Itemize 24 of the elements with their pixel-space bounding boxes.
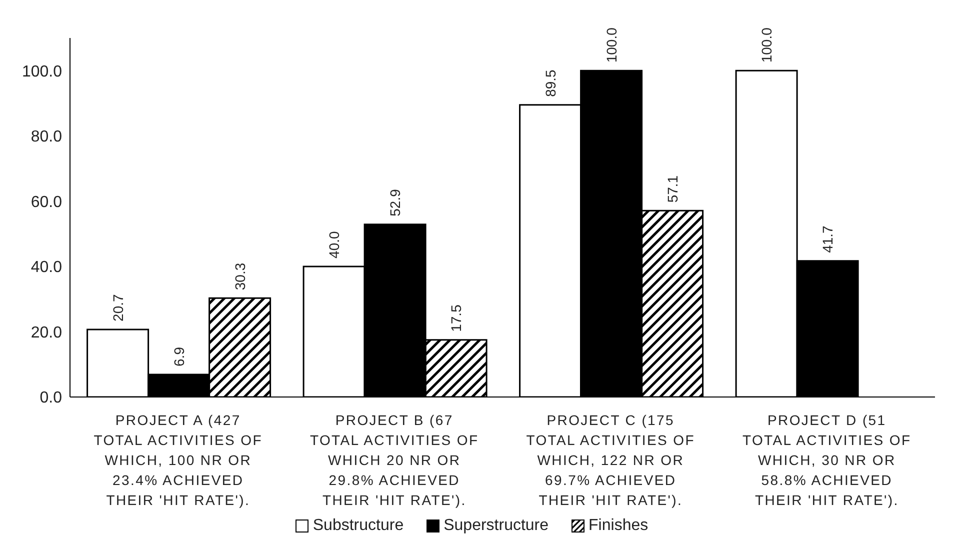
y-tick-label: 40.0 [30,259,62,276]
x-tick-label: PROJECT C (175 TOTAL ACTIVITIES OF WHICH, 122 NR OR 69.7% ACHIEVED THEIR 'HIT RATE'). [526,412,696,508]
data-label: 20.7 [110,294,126,322]
y-tick-label: 0.0 [40,390,62,407]
x-tick-label: PROJECT B (67 TOTAL ACTIVITIES OF WHICH 20 NR OR 29.8% ACHIEVED THEIR 'HIT RATE'). [310,412,479,508]
data-label: 6.9 [170,346,187,366]
data-label: 89.5 [542,69,558,97]
data-label: 100.0 [758,27,775,63]
legend-label: Substructure [312,517,404,535]
data-label: 57.1 [664,175,680,203]
data-label: 17.5 [448,304,464,332]
data-label: 41.7 [820,225,836,253]
y-tick-label: 80.0 [30,128,62,146]
legend-label: Finishes [588,517,648,535]
data-label: 30.3 [232,262,248,290]
x-tick-label: PROJECT D (51 TOTAL ACTIVITIES OF WHICH, 30 NR OR 58.8% ACHIEVED THEIR 'HIT RATE'). [742,412,912,508]
legend-label: Superstructure [442,517,549,535]
y-tick-label: 20.0 [30,324,62,342]
x-tick-label: PROJECT A (427 TOTAL ACTIVITIES OF WHICH, 100 NR OR 23.4% ACHIEVED THEIR 'HIT RATE'). [94,412,263,508]
y-tick-label: 60.0 [30,194,62,211]
data-label: 100.0 [603,27,620,63]
data-label: 40.0 [326,230,342,258]
data-label: 52.9 [387,188,404,216]
y-tick-label: 100.0 [22,63,62,80]
